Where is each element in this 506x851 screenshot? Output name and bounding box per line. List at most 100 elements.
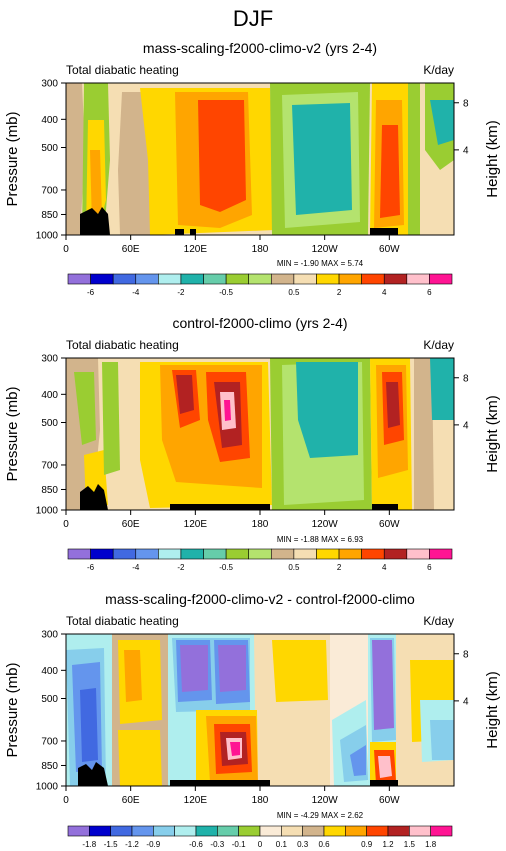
colorbar-swatch [248,273,272,285]
colorbar-label: 1.5 [404,840,416,849]
panel-1-minmax: MIN = -1.90 MAX = 5.74 [277,259,364,268]
colorbar-swatch [316,273,340,285]
height-axis-label: Height (km) [484,395,501,473]
panel-2-minmax: MIN = -1.88 MAX = 6.93 [277,535,364,544]
colorbar-swatch [158,548,182,560]
pressure-axis-label: Pressure (mb) [4,386,21,481]
colorbar-swatch [180,548,204,560]
colorbar-swatch [203,273,227,285]
colorbar-swatch [90,548,114,560]
colorbar-swatch [361,273,385,285]
colorbar-swatch [293,548,317,560]
colorbar-swatch [281,825,303,837]
colorbar-swatch [112,548,137,560]
pressure-tick-label: 500 [41,694,58,705]
panel-3-left-string: Total diabatic heating [66,614,179,628]
colorbar-swatch [153,825,175,837]
height-tick-label: 8 [463,98,469,109]
longitude-tick-label: 60W [379,795,400,806]
colorbar-swatch [429,548,453,560]
longitude-tick-label: 60W [379,244,400,255]
main-title: DJF [233,6,273,31]
panel-2: control-f2000-climo (yrs 2-4) Total diab… [4,315,501,572]
colorbar-label: -0.3 [210,840,224,849]
longitude-tick-label: 0 [63,795,69,806]
longitude-tick-label: 120W [312,244,339,255]
colorbar-swatch [270,548,295,560]
colorbar-label: -0.6 [189,840,203,849]
panel-1: mass-scaling-f2000-climo-v2 (yrs 2-4) To… [4,40,501,297]
colorbar-swatch [366,825,389,837]
colorbar-swatch [259,825,282,837]
colorbar-swatch [90,273,114,285]
colorbar-label: 0.5 [288,288,300,297]
height-axis-label: Height (km) [484,671,501,749]
colorbar-swatch [180,273,204,285]
pressure-tick-label: 1000 [36,231,59,242]
pressure-axis-label: Pressure (mb) [4,662,21,757]
colorbar-swatch [338,548,362,560]
panel-2-units: K/day [423,338,454,352]
height-tick-label: 8 [463,373,469,384]
colorbar-swatch [195,825,218,837]
colorbar-swatch [406,548,430,560]
panel-3-minmax: MIN = -4.29 MAX = 2.62 [277,811,364,820]
colorbar-swatch [89,825,111,837]
longitude-tick-label: 180 [252,244,269,255]
panel-1-colorbar: -6 -4 -2 -0.5 0.5 2 4 6 [67,273,453,297]
colorbar-label: 1.2 [382,840,394,849]
panel-2-contour-field [66,358,454,510]
colorbar-swatch [67,548,91,560]
colorbar-swatch [316,548,340,560]
colorbar-label: -2 [177,563,185,572]
colorbar-swatch [174,825,197,837]
colorbar-label: 1.8 [425,840,437,849]
colorbar-swatch [270,273,295,285]
pressure-tick-label: 850 [41,210,58,221]
longitude-tick-label: 60W [379,519,400,530]
longitude-tick-label: 120E [184,519,208,530]
pressure-tick-label: 700 [41,736,58,747]
colorbar-swatch [338,273,362,285]
colorbar-swatch [302,825,325,837]
panel-3-title: mass-scaling-f2000-climo-v2 - control-f2… [105,591,415,607]
pressure-tick-label: 400 [41,115,58,126]
pressure-tick-label: 400 [41,666,58,677]
longitude-tick-label: 0 [63,244,69,255]
colorbar-swatch [430,825,453,837]
height-tick-label: 8 [463,649,469,660]
longitude-tick-label: 180 [252,519,269,530]
pressure-tick-label: 300 [41,630,58,641]
colorbar-swatch [383,273,408,285]
colorbar-label: 2 [337,563,342,572]
colorbar-label: 0.1 [276,840,288,849]
colorbar-swatch [248,548,272,560]
panel-3-units: K/day [423,614,454,628]
colorbar-swatch [67,825,90,837]
colorbar-swatch [67,273,91,285]
panel-1-contour-field [66,83,454,235]
longitude-tick-label: 60E [122,519,140,530]
colorbar-label: -1.8 [82,840,96,849]
longitude-tick-label: 120W [312,519,339,530]
colorbar-label: -0.1 [232,840,246,849]
colorbar-swatch [135,548,159,560]
colorbar-label: 0 [258,840,263,849]
colorbar-label: -4 [132,563,140,572]
colorbar-swatch [110,825,133,837]
colorbar-swatch [158,273,182,285]
longitude-tick-label: 60E [122,244,140,255]
pressure-tick-label: 1000 [36,782,59,793]
colorbar-swatch [387,825,410,837]
pressure-tick-label: 850 [41,761,58,772]
colorbar-label: 0.9 [361,840,373,849]
longitude-tick-label: 60E [122,795,140,806]
longitude-tick-label: 180 [252,795,269,806]
colorbar-label: 4 [382,288,387,297]
colorbar-swatch [293,273,317,285]
panel-2-colorbar: -6 -4 -2 -0.5 0.5 2 4 6 [67,548,453,572]
height-tick-label: 4 [463,420,469,431]
colorbar-swatch [131,825,154,837]
height-axis-label: Height (km) [484,120,501,198]
panel-3-colorbar: -1.8 -1.5 -1.2 -0.9 -0.6 -0.3 -0.1 0 0.1 0.3 0.6 0.… [67,825,453,849]
